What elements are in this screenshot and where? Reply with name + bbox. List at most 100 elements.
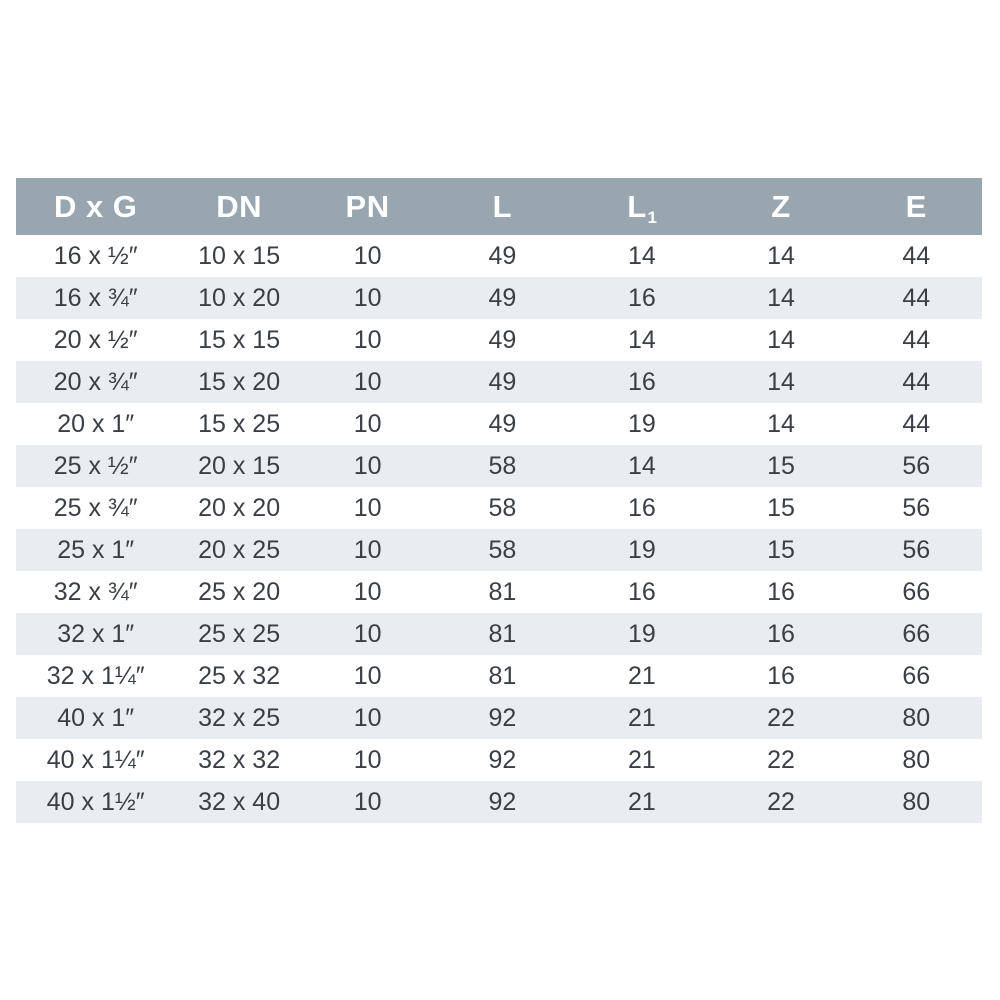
table-cell-l: 58 — [488, 493, 517, 522]
table-cell-e: 66 — [902, 661, 931, 690]
table-cell-pn: 10 — [353, 745, 382, 774]
table-cell-pn: 10 — [353, 619, 382, 648]
table-cell-dxg: 20 x ½″ — [53, 325, 138, 354]
table-cell-dxg: 25 x ½″ — [53, 451, 138, 480]
table-cell-dxg: 25 x ¾″ — [53, 493, 138, 522]
table-cell-l1: 16 — [628, 283, 656, 312]
table-row: 32 x ¾″ 25 x 20 10 81 16 16 66 — [16, 571, 982, 613]
table-cell-dn: 25 x 32 — [198, 661, 281, 690]
table-cell-z: 22 — [767, 703, 795, 732]
table-cell-pn: 10 — [353, 661, 382, 690]
column-header-z: Z — [771, 189, 791, 224]
table-cell-l1: 21 — [628, 703, 656, 732]
table-cell-dxg: 32 x 1″ — [57, 619, 135, 648]
table-cell-dn: 10 x 15 — [198, 241, 281, 270]
table-cell-l1: 14 — [628, 451, 656, 480]
table-cell-dxg: 40 x 1¼″ — [46, 745, 145, 774]
table-row: 20 x ½″ 15 x 15 10 49 14 14 44 — [16, 319, 982, 361]
table-cell-dxg: 32 x 1¼″ — [46, 661, 145, 690]
table-row: 16 x ½″ 10 x 15 10 49 14 14 44 — [16, 235, 982, 277]
table-cell-dn: 25 x 20 — [198, 577, 281, 606]
table-row: 16 x ¾″ 10 x 20 10 49 16 14 44 — [16, 277, 982, 319]
table-cell-l1: 16 — [628, 577, 656, 606]
table-cell-dxg: 40 x 1½″ — [46, 787, 145, 816]
column-header-l1: L1 — [627, 189, 658, 227]
table-row: 32 x 1″ 25 x 25 10 81 19 16 66 — [16, 613, 982, 655]
table-cell-l: 92 — [488, 787, 517, 816]
table-cell-l1: 19 — [628, 535, 656, 564]
table-cell-dxg: 16 x ¾″ — [53, 283, 138, 312]
table-cell-e: 56 — [902, 535, 931, 564]
table-cell-pn: 10 — [353, 535, 382, 564]
table-row: 25 x ½″ 20 x 15 10 58 14 15 56 — [16, 445, 982, 487]
table-cell-l: 58 — [488, 451, 517, 480]
table-row: 40 x 1½″ 32 x 40 10 92 21 22 80 — [16, 781, 982, 823]
column-header-l: L — [492, 189, 513, 224]
table-cell-e: 44 — [902, 409, 931, 438]
table-row: 25 x ¾″ 20 x 20 10 58 16 15 56 — [16, 487, 982, 529]
table-cell-z: 22 — [767, 787, 795, 816]
table-cell-l: 92 — [488, 745, 517, 774]
table-cell-dn: 20 x 20 — [198, 493, 281, 522]
table-cell-dxg: 20 x 1″ — [57, 409, 135, 438]
table-cell-z: 14 — [767, 367, 795, 396]
table-cell-pn: 10 — [353, 577, 382, 606]
column-header-dxg: D x G — [53, 189, 138, 224]
spec-table: D x G DN PN L L1 Z E 16 x ½″ 10 x 15 10 49 14 14 44 1… — [16, 178, 982, 823]
table-cell-e: 80 — [902, 787, 931, 816]
table-cell-pn: 10 — [353, 493, 382, 522]
table-cell-e: 66 — [902, 577, 931, 606]
table-cell-dxg: 20 x ¾″ — [53, 367, 138, 396]
table-cell-l1: 14 — [628, 325, 656, 354]
table-cell-dn: 32 x 25 — [198, 703, 281, 732]
table-cell-pn: 10 — [353, 367, 382, 396]
table-cell-dxg: 25 x 1″ — [57, 535, 135, 564]
table-header-row: D x G DN PN L L1 Z E — [16, 178, 982, 235]
table-cell-l: 49 — [488, 325, 517, 354]
table-cell-l: 81 — [488, 619, 517, 648]
table-cell-e: 56 — [902, 451, 931, 480]
table-cell-l1: 16 — [628, 493, 656, 522]
table-row: 20 x 1″ 15 x 25 10 49 19 14 44 — [16, 403, 982, 445]
table-cell-l1: 16 — [628, 367, 656, 396]
table-cell-l: 81 — [488, 577, 517, 606]
table-cell-l: 81 — [488, 661, 517, 690]
table-cell-z: 14 — [767, 283, 795, 312]
table-cell-dn: 20 x 25 — [198, 535, 281, 564]
table-row: 40 x 1″ 32 x 25 10 92 21 22 80 — [16, 697, 982, 739]
table-cell-z: 14 — [767, 325, 795, 354]
table-cell-dn: 25 x 25 — [198, 619, 281, 648]
table-cell-e: 80 — [902, 703, 931, 732]
table-cell-e: 44 — [902, 241, 931, 270]
table-cell-z: 14 — [767, 409, 795, 438]
table-cell-dn: 15 x 15 — [198, 325, 281, 354]
table-cell-dxg: 16 x ½″ — [53, 241, 138, 270]
table-cell-z: 15 — [767, 493, 795, 522]
table-cell-e: 44 — [902, 367, 931, 396]
column-header-e: E — [905, 189, 927, 224]
table-cell-dn: 10 x 20 — [198, 283, 281, 312]
table-cell-pn: 10 — [353, 787, 382, 816]
table-cell-e: 80 — [902, 745, 931, 774]
table-cell-pn: 10 — [353, 451, 382, 480]
table-cell-e: 44 — [902, 283, 931, 312]
table-cell-l: 92 — [488, 703, 517, 732]
table-body: 16 x ½″ 10 x 15 10 49 14 14 44 16 x ¾″ 10 x 20 10… — [16, 235, 982, 823]
table-cell-l1: 21 — [628, 661, 656, 690]
table-cell-dxg: 40 x 1″ — [57, 703, 135, 732]
table-cell-l: 49 — [488, 241, 517, 270]
table-cell-pn: 10 — [353, 409, 382, 438]
table-cell-pn: 10 — [353, 325, 382, 354]
table-cell-l1: 14 — [628, 241, 656, 270]
table-cell-l: 49 — [488, 283, 517, 312]
table-cell-l1: 21 — [628, 745, 656, 774]
table-row: 40 x 1¼″ 32 x 32 10 92 21 22 80 — [16, 739, 982, 781]
column-header-dn: DN — [216, 189, 263, 224]
table-cell-l1: 21 — [628, 787, 656, 816]
table-cell-dn: 15 x 20 — [198, 367, 281, 396]
table-cell-e: 66 — [902, 619, 931, 648]
table-cell-l: 49 — [488, 409, 517, 438]
table-cell-l: 49 — [488, 367, 517, 396]
table-cell-pn: 10 — [353, 283, 382, 312]
